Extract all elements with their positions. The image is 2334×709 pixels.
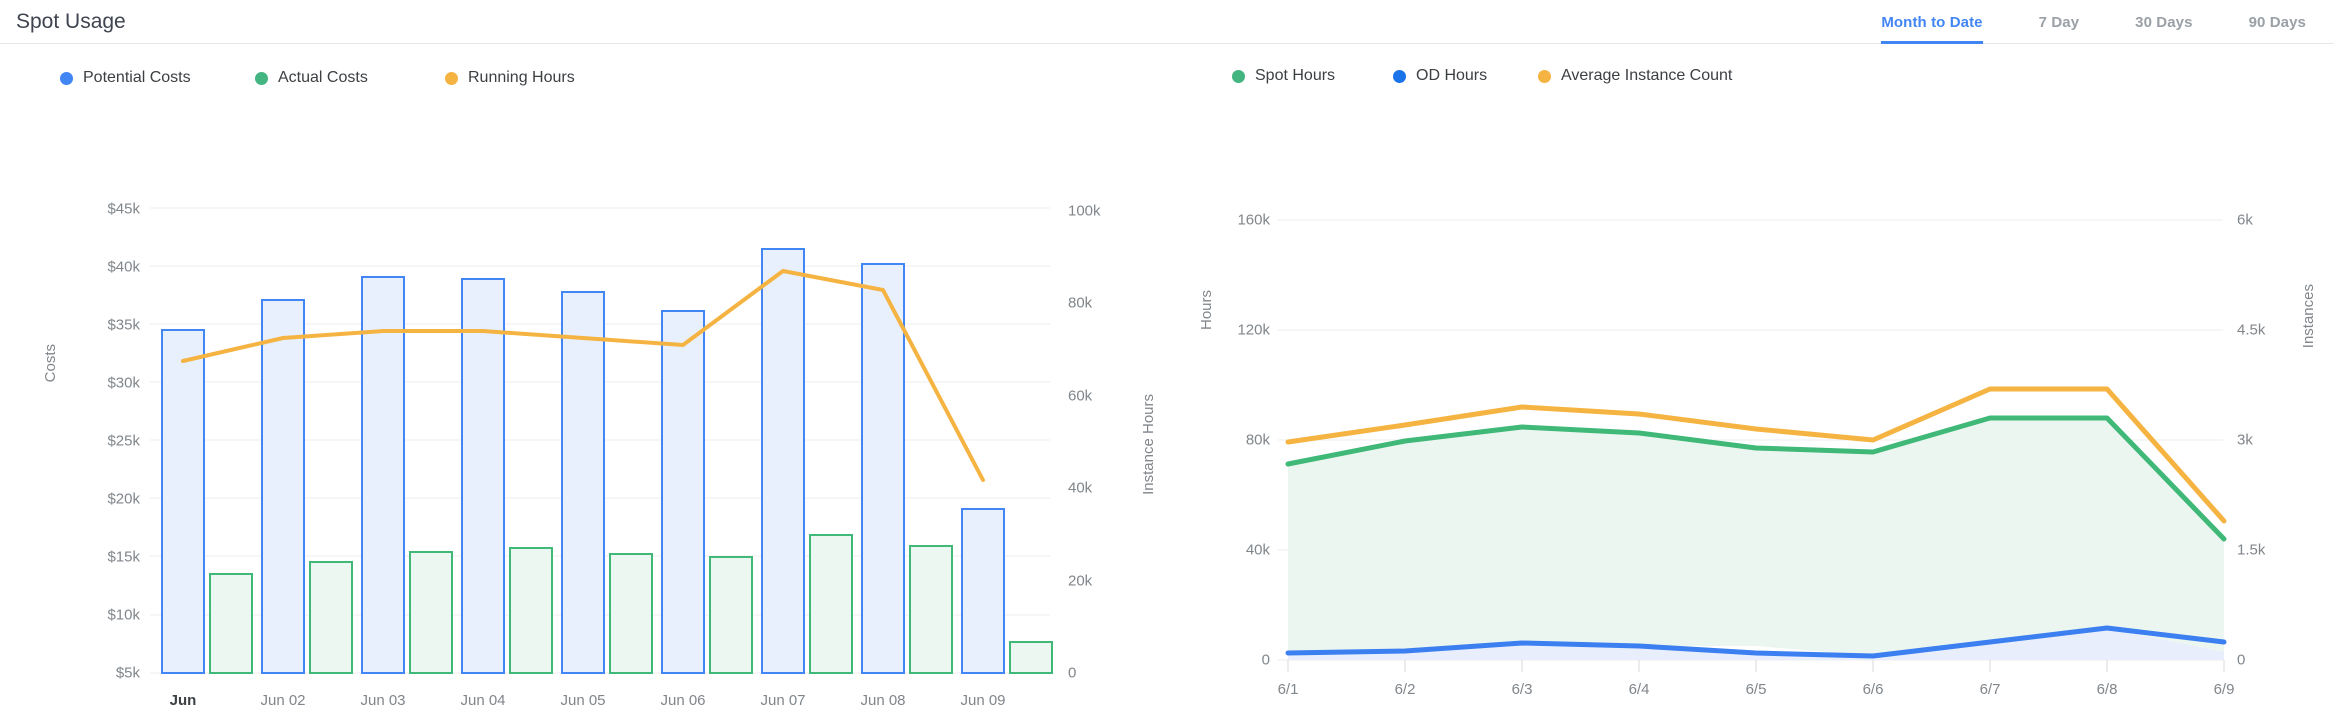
y2-tick: 20k	[1068, 572, 1093, 590]
hours-chart-plot	[1278, 219, 2227, 672]
x-tick: 6/6	[1862, 681, 1884, 698]
x-tick: Jun 02	[260, 692, 306, 709]
y-tick: $10k	[107, 606, 140, 624]
y2-tick: 40k	[1068, 479, 1093, 497]
legend-label: Spot Hours	[1255, 67, 1336, 84]
y2-tick: 3k	[2237, 431, 2253, 449]
x-tick: Jun	[169, 692, 197, 709]
x-tick: Jun 04	[460, 692, 506, 709]
right-chart-y2-axis-label: Instances	[2300, 284, 2317, 349]
costs-chart-panel: Potential Costs Actual Costs Running Hou…	[0, 44, 1190, 709]
legend-item-od-hours[interactable]: OD Hours	[1393, 67, 1538, 85]
y-tick: $5k	[115, 664, 140, 682]
y2-tick: 60k	[1068, 387, 1093, 405]
y-tick: $20k	[107, 490, 140, 508]
y2-tick: 100k	[1068, 202, 1101, 220]
legend-label: Potential Costs	[83, 69, 191, 86]
page-title: Spot Usage	[16, 10, 126, 33]
left-chart-y-axis-label: Costs	[42, 344, 59, 383]
y2-tick: 0	[2237, 651, 2246, 669]
y2-tick: 0	[1068, 664, 1077, 682]
x-tick: Jun 05	[560, 692, 606, 709]
y-tick: 40k	[1245, 541, 1270, 559]
potential-costs-bars[interactable]	[161, 248, 1005, 674]
tab-7-day[interactable]: 7 Day	[2038, 14, 2080, 31]
x-tick: Jun 09	[960, 692, 1006, 709]
costs-chart-legend: Potential Costs Actual Costs Running Hou…	[0, 44, 1190, 90]
costs-chart-plot	[150, 207, 1053, 674]
x-tick: 6/2	[1394, 681, 1416, 698]
legend-label: Running Hours	[468, 69, 575, 86]
x-tick: 6/9	[2213, 681, 2235, 698]
x-tick: 6/3	[1511, 681, 1533, 698]
legend-label: OD Hours	[1416, 67, 1488, 84]
tab-month-to-date[interactable]: Month to Date	[1881, 14, 1983, 44]
y2-tick: 4.5k	[2237, 321, 2266, 339]
page-header: Spot Usage Month to Date 7 Day 30 Days 9…	[0, 0, 2334, 44]
legend-dot-icon	[255, 71, 268, 85]
x-tick: Jun 06	[660, 692, 706, 709]
legend-dot-icon	[1393, 69, 1406, 83]
x-tick: 6/8	[2096, 681, 2118, 698]
y-tick: $35k	[107, 316, 140, 334]
x-tick: 6/4	[1628, 681, 1650, 698]
hours-chart-panel: Spot Hours OD Hours Average Instance Cou…	[1190, 44, 2334, 698]
actual-costs-bars[interactable]	[209, 534, 1053, 674]
x-tick: Jun 03	[360, 692, 406, 709]
hours-chart-legend: Spot Hours OD Hours Average Instance Cou…	[1190, 44, 2334, 90]
legend-label: Average Instance Count	[1561, 67, 1733, 84]
tab-90-days[interactable]: 90 Days	[2248, 14, 2306, 31]
spot-hours-area[interactable]	[1288, 418, 2224, 656]
y-tick: $15k	[107, 548, 140, 566]
legend-item-average-instance-count[interactable]: Average Instance Count	[1538, 67, 1732, 85]
y-tick: $45k	[107, 200, 140, 218]
x-tick: Jun 08	[860, 692, 906, 709]
spot-hours-line[interactable]	[1285, 415, 2227, 542]
y-tick: 80k	[1245, 431, 1270, 449]
legend-dot-icon	[1232, 69, 1245, 83]
x-tick: 6/5	[1745, 681, 1767, 698]
average-instance-count-line[interactable]	[1285, 386, 2227, 524]
left-chart-y2-axis-label: Instance Hours	[1140, 394, 1157, 495]
tab-30-days[interactable]: 30 Days	[2135, 14, 2193, 31]
y-tick: $40k	[107, 258, 140, 276]
legend-item-actual-costs[interactable]: Actual Costs	[255, 69, 445, 87]
od-hours-area[interactable]	[1288, 628, 2224, 660]
legend-item-running-hours[interactable]: Running Hours	[445, 69, 575, 87]
y2-tick: 80k	[1068, 294, 1093, 312]
legend-dot-icon	[60, 71, 73, 85]
legend-dot-icon	[1538, 69, 1551, 83]
x-tick: Jun 07	[760, 692, 806, 709]
y-tick: 160k	[1237, 211, 1270, 229]
legend-item-potential-costs[interactable]: Potential Costs	[60, 69, 255, 87]
y2-tick: 1.5k	[2237, 541, 2266, 559]
y-tick: $25k	[107, 432, 140, 450]
x-axis-ticks	[1287, 660, 2225, 672]
y2-tick: 6k	[2237, 211, 2253, 229]
x-tick: 6/1	[1277, 681, 1299, 698]
legend-label: Actual Costs	[278, 69, 368, 86]
od-hours-line[interactable]	[1285, 625, 2227, 659]
y-tick: 120k	[1237, 321, 1270, 339]
charts-row: Potential Costs Actual Costs Running Hou…	[0, 44, 2334, 709]
legend-item-spot-hours[interactable]: Spot Hours	[1232, 67, 1393, 85]
x-tick: 6/7	[1979, 681, 2001, 698]
time-range-tabs: Month to Date 7 Day 30 Days 90 Days	[1825, 13, 2320, 44]
y-tick: $30k	[107, 374, 140, 392]
y-tick: 0	[1261, 651, 1270, 669]
legend-dot-icon	[445, 71, 458, 85]
running-hours-line[interactable]	[181, 269, 985, 482]
